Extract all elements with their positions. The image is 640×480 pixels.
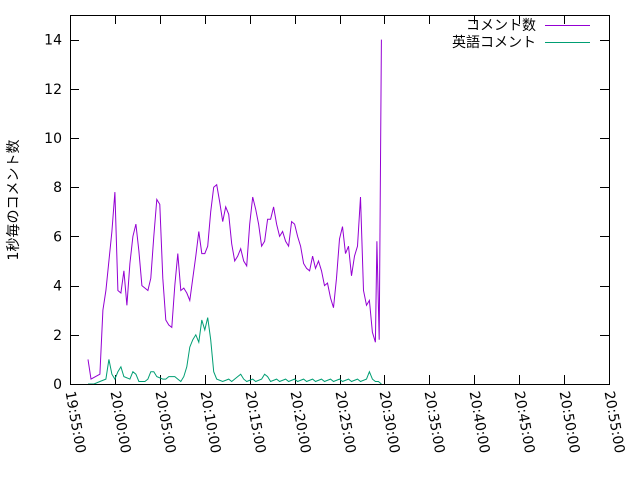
legend-label: 英語コメント [452,34,536,51]
y-tick-label: 10 [44,131,62,147]
y-tick-label: 6 [53,229,62,245]
x-tick-label: 20:45:00 [511,390,538,455]
y-axis-label: 1秒毎のコメント数 [6,140,22,261]
x-tick-label: 20:25:00 [332,390,359,455]
y-tick-label: 8 [53,180,62,196]
y-tick-label: 2 [53,328,62,344]
x-tick-label: 20:35:00 [421,390,448,455]
x-tick-label: 20:00:00 [107,390,134,455]
x-tick-label: 20:30:00 [376,390,403,455]
y-tick-label: 14 [44,33,62,49]
x-tick-label: 20:05:00 [152,390,179,455]
x-tick-label: 19:55:00 [62,390,89,455]
series-layer [87,39,382,385]
y-axis-ticks: 0 2 4 6 8 10 12 14 [44,33,609,393]
x-tick-label: 20:50:00 [556,390,583,455]
x-tick-label: 20:15:00 [242,390,269,455]
series-line-1 [88,317,382,385]
plot-frame [70,15,610,385]
y-tick-label: 4 [53,279,62,295]
y-tick-label: 0 [53,377,62,393]
series-line-0 [87,39,382,380]
x-tick-label: 20:20:00 [287,390,314,455]
y-tick-label: 12 [44,82,62,98]
x-axis-ticks: 19:55:00 20:00:00 20:05:00 20:10:00 20:15:00… [62,15,628,455]
x-tick-label: 20:40:00 [466,390,493,455]
x-tick-label: 20:55:00 [601,390,628,455]
x-tick-label: 20:10:00 [197,390,224,455]
legend-label: コメント数 [466,18,536,34]
